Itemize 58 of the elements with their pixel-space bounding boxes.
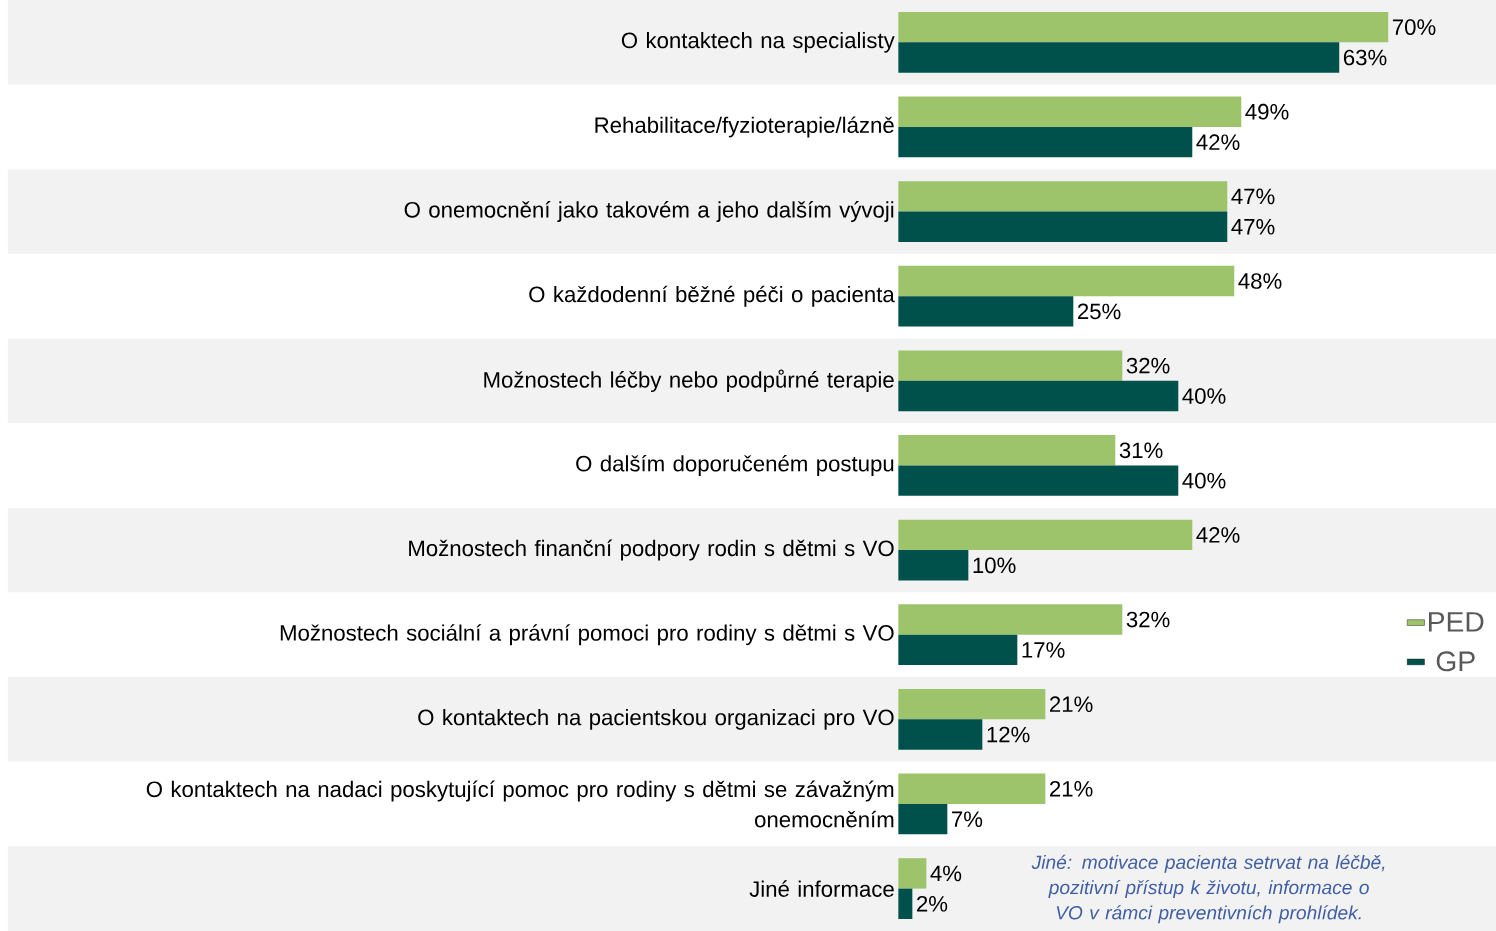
bar bbox=[898, 804, 948, 835]
y-tick-label: O kontaktech na specialisty bbox=[621, 31, 895, 53]
annotation: Jiné: motivace pacienta setrvat na léčbě, pozitivní přístup k životu, informace o VO v rámci preventivních prohlídek. bbox=[1031, 854, 1385, 924]
bar bbox=[898, 550, 969, 581]
data-label: 10% bbox=[973, 557, 1016, 574]
bar bbox=[898, 634, 1018, 666]
data-label: 42% bbox=[1196, 527, 1240, 543]
data-label: 49% bbox=[1245, 103, 1289, 120]
data-label: 4% bbox=[930, 865, 962, 882]
data-label: 17% bbox=[1022, 642, 1065, 658]
y-tick-label: Jiné informace bbox=[749, 880, 894, 897]
bar bbox=[898, 773, 1046, 805]
bar bbox=[898, 42, 1340, 73]
bar bbox=[898, 435, 1116, 466]
bar bbox=[898, 265, 1235, 297]
bar bbox=[898, 519, 1193, 551]
y-tick-label: O dalším doporučeném postupu bbox=[576, 455, 894, 476]
bar bbox=[898, 96, 1242, 127]
bar bbox=[898, 211, 1228, 242]
bar bbox=[898, 688, 1046, 720]
bar bbox=[898, 296, 1074, 327]
y-tick-label: Možnostech finanční podpory rodin s dětmi s VO bbox=[409, 539, 894, 561]
data-label: 63% bbox=[1343, 49, 1387, 66]
data-label: 12% bbox=[987, 726, 1030, 743]
y-tick-label: Možnostech sociální a právní pomoci pro rodiny s dětmi s VO bbox=[280, 624, 894, 646]
bar bbox=[898, 126, 1193, 158]
bar bbox=[898, 604, 1123, 635]
legend-label: PED bbox=[1428, 612, 1484, 632]
y-tick-label: O každodenní běžné péči o pacienta bbox=[529, 285, 895, 307]
bar bbox=[898, 350, 1123, 381]
data-label: 31% bbox=[1119, 442, 1163, 459]
y-tick-label: O onemocnění jako takovém a jeho dalším vývoji bbox=[404, 201, 894, 223]
y-tick-label: Možnostech léčby nebo podpůrné terapie bbox=[484, 369, 894, 393]
data-label: 47% bbox=[1231, 219, 1275, 235]
data-label: 48% bbox=[1238, 273, 1282, 289]
bar bbox=[898, 465, 1179, 496]
data-label: 42% bbox=[1196, 134, 1240, 150]
data-label: 40% bbox=[1182, 388, 1226, 404]
bar bbox=[898, 858, 927, 889]
y-tick-label: Rehabilitace/fyzioterapie/lázně bbox=[595, 116, 894, 138]
data-label: 2% bbox=[917, 896, 948, 912]
data-label: 21% bbox=[1050, 696, 1093, 712]
data-label: 21% bbox=[1050, 780, 1093, 797]
data-label: 7% bbox=[952, 811, 983, 827]
y-tick-label: O kontaktech na nadaci poskytující pomoc pro rodiny s dětmi se závažným onemocněním bbox=[146, 780, 894, 828]
data-label: 40% bbox=[1182, 472, 1226, 489]
bar bbox=[898, 888, 913, 920]
bar bbox=[898, 719, 983, 750]
data-label: 32% bbox=[1126, 611, 1170, 628]
y-tick-label: O kontaktech na pacientskou organizaci pro VO bbox=[418, 709, 894, 730]
data-label: 47% bbox=[1231, 188, 1275, 205]
data-label: 25% bbox=[1078, 303, 1121, 320]
bar bbox=[898, 380, 1179, 412]
data-label: 70% bbox=[1392, 19, 1436, 35]
bar bbox=[898, 181, 1228, 212]
legend-label: GP bbox=[1436, 651, 1475, 672]
bar bbox=[898, 11, 1389, 43]
data-label: 32% bbox=[1126, 357, 1170, 374]
